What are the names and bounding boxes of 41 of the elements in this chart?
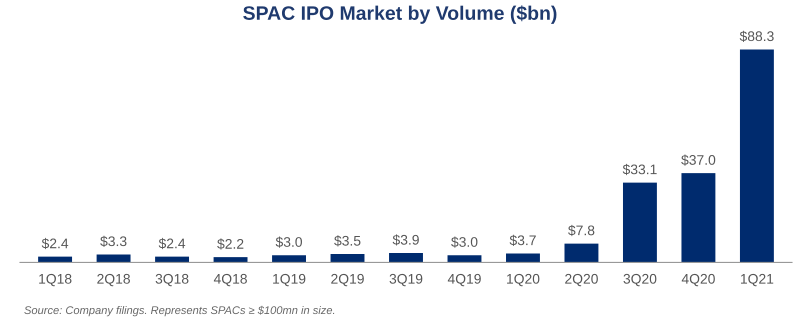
data-label: $3.5 [334,235,360,247]
x-tick-label: 2Q20 [565,274,598,286]
data-label: $3.7 [510,234,536,246]
bar [506,254,540,262]
source-note: Source: Company filings. Represents SPACs ≥ $100mn in size. [24,306,334,316]
bar [272,255,306,262]
bar [330,254,364,262]
data-label: $88.3 [740,30,774,42]
x-tick-label: 1Q20 [507,274,540,286]
x-tick-label: 3Q20 [623,274,656,286]
bar [622,182,657,262]
data-label: $3.0 [451,236,478,248]
data-label: $33.1 [622,164,657,176]
bar [564,244,598,262]
x-tick-label: 2Q18 [97,274,130,286]
data-label: $2.2 [217,238,244,250]
bar [681,173,716,262]
chart-title: SPAC IPO Market by Volume ($bn) [243,5,556,24]
bar [214,257,248,262]
data-label: $2.4 [42,238,68,250]
x-tick-label: 2Q19 [331,274,364,286]
data-label: $3.0 [276,236,302,248]
x-tick-label: 1Q21 [740,274,774,286]
data-label: $37.0 [681,154,716,166]
bar [155,256,190,262]
data-label: $3.3 [100,236,126,248]
x-tick-label: 4Q19 [448,274,481,286]
data-label: $7.8 [568,224,594,236]
data-label: $3.9 [392,234,419,246]
bar [740,49,774,262]
x-tick-label: 4Q20 [682,274,715,286]
bar [38,256,72,262]
x-tick-label: 4Q18 [214,274,247,286]
x-tick-label: 3Q19 [390,274,422,286]
bar [96,254,131,262]
x-tick-label: 3Q18 [156,274,188,286]
data-label: $2.4 [158,238,186,250]
x-tick-label: 1Q19 [273,274,306,286]
bar [448,255,482,262]
x-tick-label: 1Q18 [39,274,72,286]
bar [389,253,423,262]
